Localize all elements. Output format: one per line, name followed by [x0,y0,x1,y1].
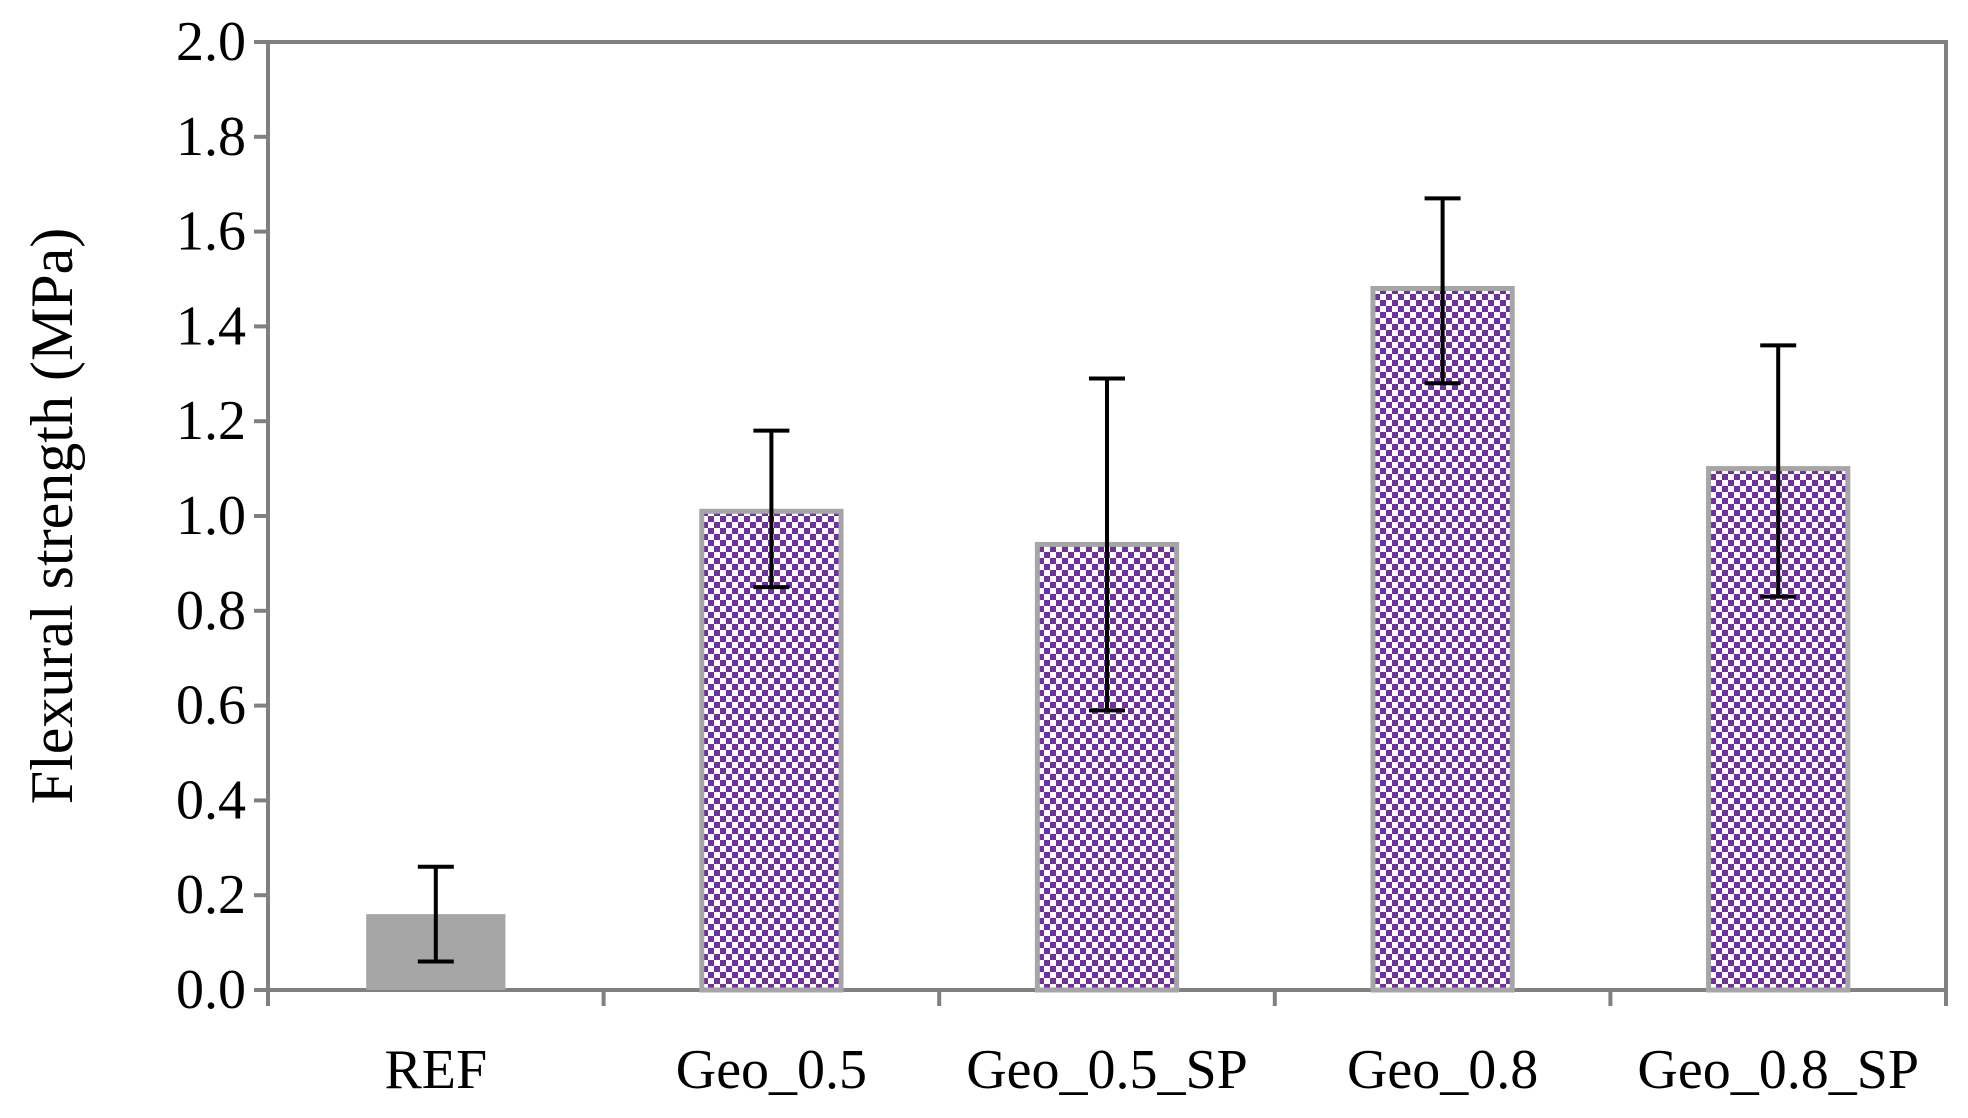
category-labels: REF Geo_0.5 Geo_0.5_SP Geo_0.8 Geo_0.8_SP [384,1039,1919,1101]
y-axis-title: Flexural strength (MPa) [19,228,85,805]
error-bar [1089,376,1125,713]
bars [366,285,1851,993]
error-bars [417,196,1797,964]
error-bar [417,864,454,964]
error-bar [753,428,790,590]
y-tick-label: 1.8 [176,106,246,168]
y-axis-ticks: 0.0 0.2 0.4 0.6 0.8 1.0 1.2 1.4 1.6 1.8 2.0 [176,11,268,1021]
x-category-label: Geo_0.5_SP [966,1039,1248,1101]
y-tick-label: 0.2 [176,864,246,926]
error-bar [1424,196,1461,386]
y-tick-label: 1.4 [176,295,246,357]
x-category-label: Geo_0.8_SP [1637,1039,1919,1101]
x-axis-ticks [266,990,1948,1006]
y-tick-label: 0.6 [176,675,246,737]
x-category-label: REF [384,1039,487,1101]
bar-geo-0-5 [699,508,844,993]
bar-geo-0-8 [1370,285,1515,993]
y-tick-label: 0.4 [176,769,246,831]
y-tick-label: 0.0 [176,959,246,1021]
y-tick-label: 2.0 [176,11,246,73]
x-category-label: Geo_0.8 [1347,1039,1538,1101]
error-bar [1760,343,1797,599]
y-tick-label: 1.2 [176,390,246,452]
y-tick-label: 0.8 [176,580,246,642]
y-tick-label: 1.6 [176,201,246,263]
x-category-label: Geo_0.5 [676,1039,867,1101]
y-tick-label: 1.0 [176,485,246,547]
